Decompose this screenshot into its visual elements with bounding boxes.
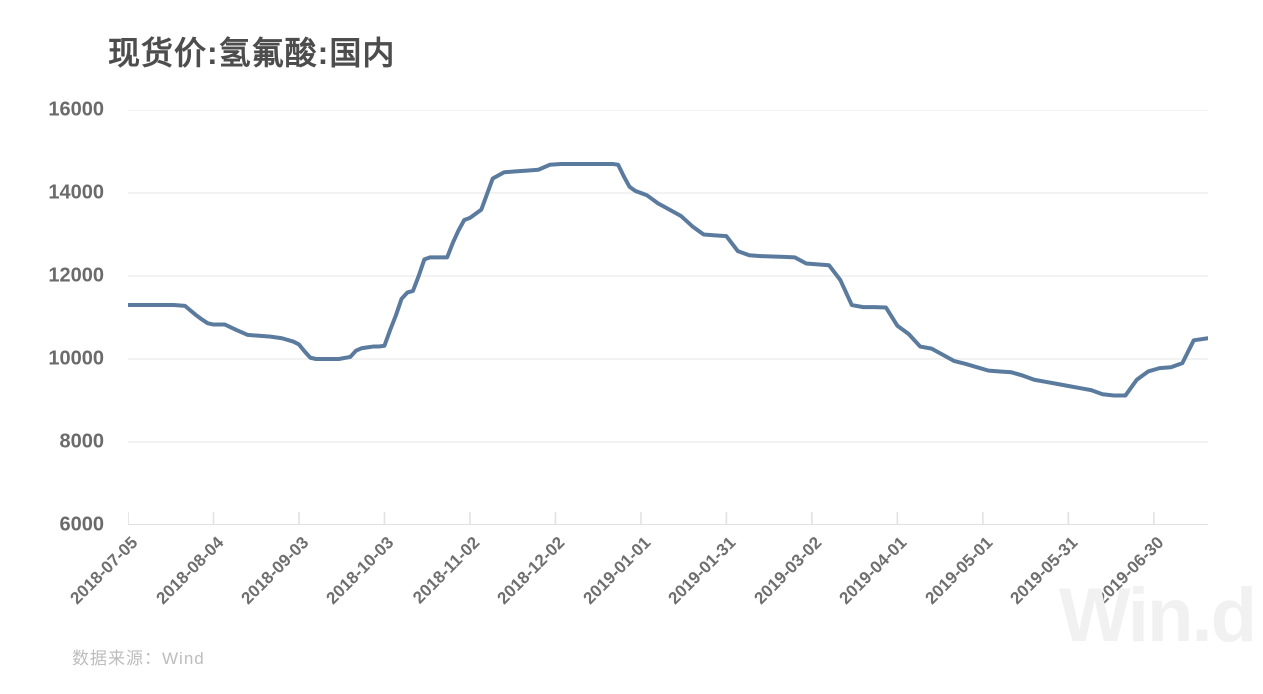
- x-axis-tick-label: 2018-10-03: [322, 533, 398, 608]
- x-axis-tick-label: 2018-07-05: [66, 533, 142, 608]
- x-axis-tick-label: 2019-01-31: [664, 533, 740, 608]
- x-axis-tick-label: 2019-03-02: [750, 533, 826, 608]
- chart-title: 现货价:氢氟酸:国内: [108, 35, 396, 71]
- y-axis-tick-label: 12000: [48, 264, 104, 287]
- line-chart-svg: [128, 110, 1208, 525]
- y-axis-tick-label: 6000: [59, 513, 105, 536]
- data-line-series: [128, 161, 1208, 398]
- y-axis-tick-labels: 16000 14000 12000 10000 8000 6000: [0, 99, 120, 536]
- x-axis-ticks: [128, 512, 1155, 525]
- plot-area: [128, 110, 1208, 525]
- x-axis-tick-label: 2018-09-03: [237, 533, 313, 608]
- x-axis-tick-labels: 2018-07-05 2018-08-04 2018-09-03 2018-10-03…: [67, 525, 1208, 635]
- x-axis-tick-label: 2019-01-01: [579, 533, 655, 608]
- x-axis-tick-label: 2018-08-04: [152, 533, 227, 608]
- x-axis-tick-label: 2018-12-02: [493, 533, 569, 608]
- y-axis-tick-label: 16000: [48, 98, 104, 121]
- x-axis-tick-label: 2019-05-01: [921, 533, 997, 608]
- x-axis-tick-label: 2019-04-01: [835, 533, 911, 608]
- x-axis-tick-label: 2018-11-02: [409, 533, 484, 608]
- gridlines: [128, 110, 1208, 525]
- wind-watermark: Win.d: [1058, 573, 1257, 658]
- data-source-note: 数据来源：Wind: [72, 649, 205, 668]
- y-axis-tick-label: 14000: [48, 181, 104, 204]
- y-axis-tick-label: 8000: [59, 430, 105, 453]
- y-axis-tick-label: 10000: [48, 347, 104, 370]
